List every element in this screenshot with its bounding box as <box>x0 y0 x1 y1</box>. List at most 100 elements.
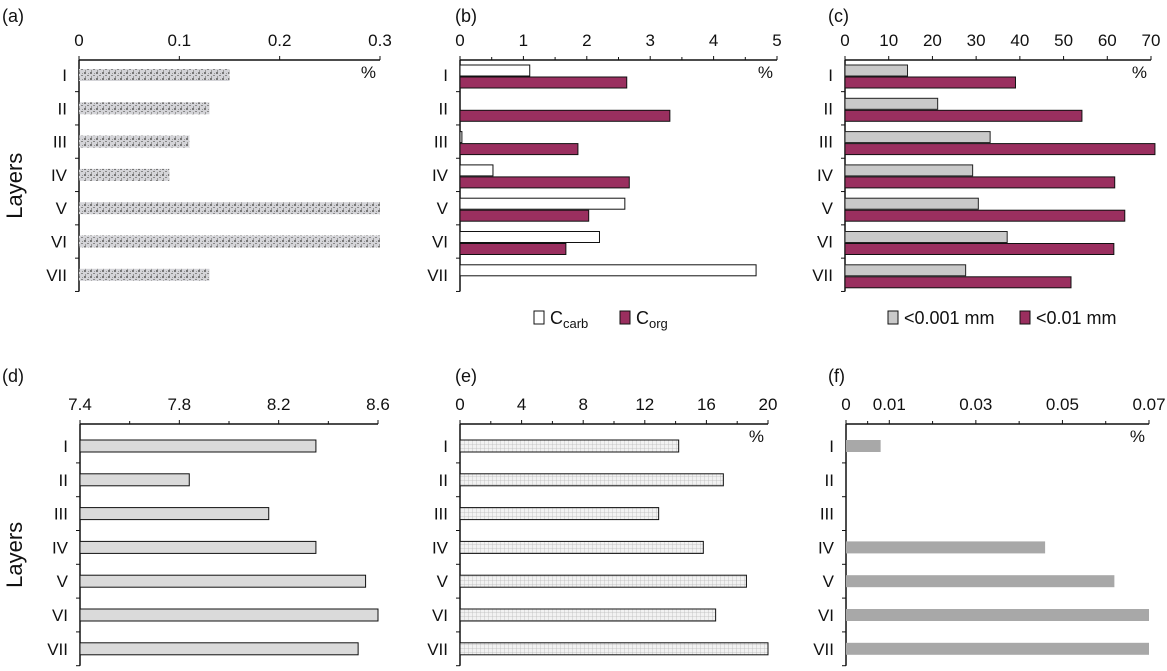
bar <box>79 507 270 521</box>
category-label: III <box>820 505 834 524</box>
unit-label: % <box>361 63 376 82</box>
bar <box>79 202 380 215</box>
category-label: V <box>56 199 68 218</box>
bar <box>846 609 1149 621</box>
category-label: V <box>822 199 834 218</box>
category-label: III <box>434 505 448 524</box>
x-tick-label: 10 <box>879 31 898 50</box>
bar <box>79 69 230 81</box>
bar <box>459 231 600 243</box>
x-tick-label: 4 <box>709 31 718 50</box>
legend-label: Ccarb <box>550 308 588 331</box>
legend-label: <0.01 mm <box>1036 308 1117 328</box>
category-label: VI <box>52 606 68 625</box>
bar <box>846 642 1149 655</box>
bar <box>459 109 671 122</box>
x-tick-label: 0.03 <box>959 395 992 414</box>
bar <box>79 642 359 656</box>
bar <box>844 243 1115 255</box>
x-tick-label: 1 <box>519 31 528 50</box>
x-tick-label: 0 <box>840 31 849 50</box>
x-tick-label: 3 <box>645 31 654 50</box>
x-tick-label: 0 <box>455 395 464 414</box>
category-label: II <box>824 99 833 118</box>
category-label: II <box>439 471 448 490</box>
x-tick-label: 0.3 <box>368 31 392 50</box>
bar <box>79 608 379 622</box>
category-label: V <box>57 572 69 591</box>
legend-label: <0.001 mm <box>904 308 995 328</box>
x-tick-label: 0 <box>455 31 464 50</box>
category-label: II <box>59 471 68 490</box>
bar <box>459 439 680 453</box>
x-tick-label: 0.2 <box>268 31 292 50</box>
x-tick-label: 16 <box>697 395 716 414</box>
bar <box>459 243 567 255</box>
x-tick-label: 12 <box>635 395 654 414</box>
x-tick-label: 20 <box>759 395 778 414</box>
panel-label: (e) <box>455 366 477 386</box>
x-tick-label: 0.1 <box>168 31 192 50</box>
category-label: VII <box>427 266 448 285</box>
bar <box>459 131 463 144</box>
panel-c: (c)0 10 20 30 40 50 60 70%IIIIIIIVVVIVII<0.001 … <box>812 6 1160 328</box>
bar <box>844 97 939 110</box>
x-tick-label: 50 <box>1054 31 1073 50</box>
bar <box>844 176 1116 189</box>
bar <box>459 64 531 77</box>
category-label: IV <box>432 538 449 557</box>
category-label: II <box>439 99 448 118</box>
category-label: I <box>443 437 448 456</box>
category-label: IV <box>817 166 834 185</box>
x-tick-label: 30 <box>967 31 986 50</box>
bar <box>79 135 190 148</box>
legend-swatch <box>1019 310 1031 325</box>
x-tick-label: 8 <box>578 395 587 414</box>
x-tick-label: 4 <box>517 395 526 414</box>
bar <box>844 109 1083 122</box>
x-tick-label: 8.6 <box>366 395 390 414</box>
legend-swatch <box>887 310 899 325</box>
category-label: IV <box>818 538 835 557</box>
bar <box>459 197 626 210</box>
category-label: V <box>437 199 449 218</box>
bar <box>844 276 1072 289</box>
y-axis-label: Layers <box>2 153 27 219</box>
x-tick-label: 70 <box>1142 31 1161 50</box>
bar <box>459 574 747 588</box>
category-label: I <box>443 66 448 85</box>
bar <box>459 540 704 554</box>
category-label: VI <box>432 233 448 252</box>
x-tick-label: 0.07 <box>1132 395 1165 414</box>
panel-label: (c) <box>828 6 849 26</box>
x-tick-label: 5 <box>772 31 781 50</box>
category-label: I <box>829 437 834 456</box>
unit-label: % <box>749 427 764 446</box>
bar <box>459 209 590 222</box>
bar <box>459 473 724 487</box>
category-label: VII <box>427 640 448 659</box>
category-label: IV <box>51 166 68 185</box>
bar <box>844 164 974 177</box>
unit-label: % <box>758 63 773 82</box>
category-label: II <box>825 471 834 490</box>
category-label: I <box>63 437 68 456</box>
bar <box>459 264 757 277</box>
bar <box>844 197 979 210</box>
category-label: V <box>823 572 835 591</box>
bar <box>79 473 190 487</box>
x-tick-label: 0.01 <box>873 395 906 414</box>
panel-label: (b) <box>455 6 477 26</box>
legend-swatch <box>619 310 631 325</box>
panel-label: (f) <box>828 366 845 386</box>
bar <box>79 235 380 248</box>
legend-swatch <box>533 310 545 325</box>
category-label: I <box>828 66 833 85</box>
x-tick-label: 7.4 <box>68 395 92 414</box>
x-tick-label: 0 <box>841 395 850 414</box>
